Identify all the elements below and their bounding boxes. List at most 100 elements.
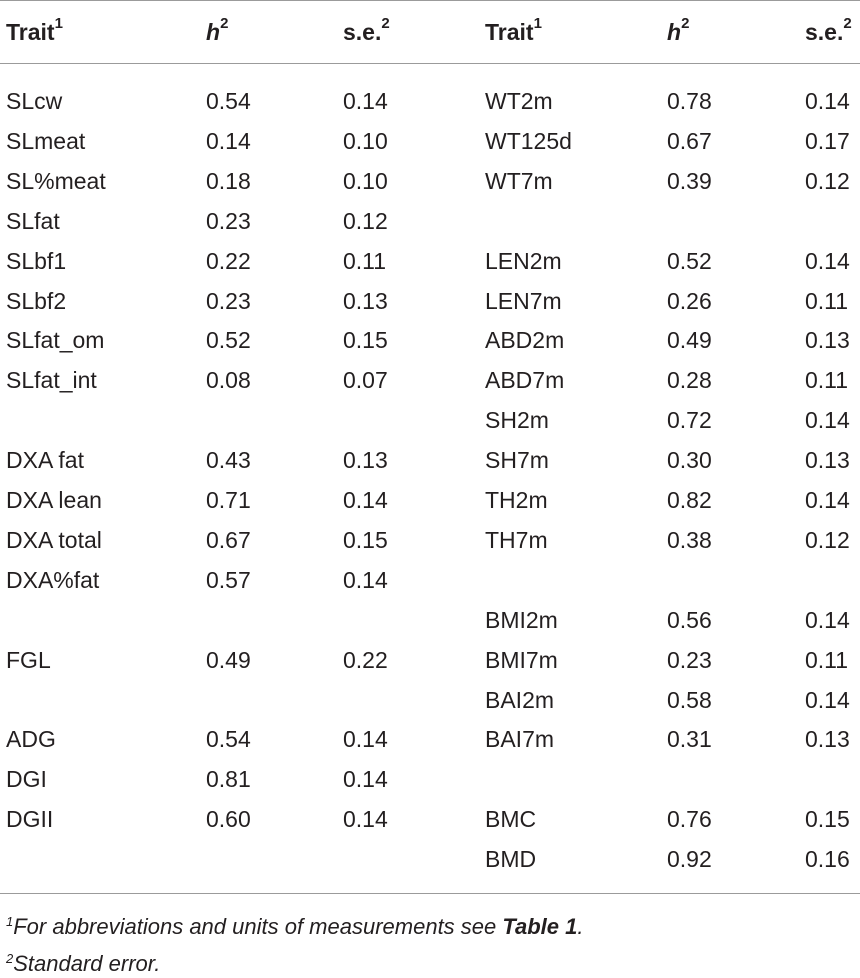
- left-h2-cell: 0.49: [206, 647, 251, 673]
- right-trait-cell: WT7m: [485, 168, 553, 194]
- left-trait-cell: DXA lean: [6, 487, 102, 513]
- right-trait-cell: BAI7m: [485, 726, 555, 752]
- right-se-cell: 0.11: [805, 367, 849, 393]
- left-h2-cell: 0.08: [206, 367, 251, 393]
- left-h2-cell: 0.14: [206, 128, 251, 154]
- header-h2-left: h2: [206, 15, 229, 45]
- right-trait-cell: SH2m: [485, 407, 549, 433]
- right-se-cell: 0.14: [805, 88, 850, 114]
- right-se-cell: 0.13: [805, 447, 850, 473]
- right-trait-cell: LEN7m: [485, 288, 562, 314]
- left-se-cell: 0.10: [343, 128, 388, 154]
- right-se-cell: 0.16: [805, 846, 850, 872]
- right-se-cell: 0.14: [805, 248, 850, 274]
- right-trait-cell: BMI2m: [485, 607, 558, 633]
- right-se-cell: 0.13: [805, 726, 850, 752]
- left-se-cell: 0.15: [343, 527, 388, 553]
- left-h2-cell: 0.23: [206, 288, 251, 314]
- footer-rule: [0, 893, 860, 894]
- header-se-left: s.e.2: [343, 15, 390, 45]
- left-se-cell: 0.22: [343, 647, 388, 673]
- left-se-cell: 0.10: [343, 168, 388, 194]
- right-h2-cell: 0.58: [667, 687, 712, 713]
- right-trait-cell: ABD7m: [485, 367, 565, 393]
- left-trait-cell: DGI: [6, 766, 47, 792]
- left-se-cell: 0.07: [343, 367, 388, 393]
- left-trait-cell: SLbf2: [6, 288, 67, 314]
- right-h2-cell: 0.39: [667, 168, 712, 194]
- right-h2-cell: 0.78: [667, 88, 712, 114]
- left-se-cell: 0.14: [343, 766, 388, 792]
- left-se-cell: 0.12: [343, 208, 388, 234]
- left-trait-cell: SLmeat: [6, 128, 86, 154]
- left-trait-cell: DGII: [6, 806, 54, 832]
- left-trait-cell: SLcw: [6, 88, 63, 114]
- header-se-right: s.e.2: [805, 15, 852, 45]
- footnote-1: 1For abbreviations and units of measurem…: [6, 914, 584, 939]
- left-h2-cell: 0.81: [206, 766, 251, 792]
- header-h2-right: h2: [667, 15, 690, 45]
- left-trait-cell: SL%meat: [6, 168, 106, 194]
- right-h2-cell: 0.72: [667, 407, 712, 433]
- left-h2-cell: 0.43: [206, 447, 251, 473]
- header-rule: [0, 63, 860, 64]
- left-se-cell: 0.14: [343, 806, 388, 832]
- right-trait-cell: SH7m: [485, 447, 549, 473]
- right-h2-cell: 0.52: [667, 248, 712, 274]
- right-trait-cell: ABD2m: [485, 327, 565, 353]
- right-trait-cell: TH7m: [485, 527, 548, 553]
- right-se-cell: 0.11: [805, 288, 849, 314]
- left-trait-cell: DXA fat: [6, 447, 84, 473]
- header-trait-right: Trait1: [485, 15, 542, 45]
- right-h2-cell: 0.67: [667, 128, 712, 154]
- left-se-cell: 0.13: [343, 447, 388, 473]
- right-trait-cell: BAI2m: [485, 687, 555, 713]
- right-trait-cell: BMD: [485, 846, 537, 872]
- left-trait-cell: FGL: [6, 647, 51, 673]
- left-h2-cell: 0.57: [206, 567, 251, 593]
- top-rule: [0, 0, 860, 1]
- right-h2-cell: 0.92: [667, 846, 712, 872]
- right-se-cell: 0.14: [805, 607, 850, 633]
- right-trait-cell: BMC: [485, 806, 537, 832]
- left-h2-cell: 0.54: [206, 726, 251, 752]
- header-trait-left: Trait1: [6, 15, 63, 45]
- right-trait-cell: WT125d: [485, 128, 572, 154]
- left-se-cell: 0.14: [343, 567, 388, 593]
- right-se-cell: 0.12: [805, 168, 850, 194]
- right-h2-cell: 0.23: [667, 647, 712, 673]
- right-h2-cell: 0.26: [667, 288, 712, 314]
- right-h2-cell: 0.76: [667, 806, 712, 832]
- left-se-cell: 0.14: [343, 726, 388, 752]
- left-h2-cell: 0.60: [206, 806, 251, 832]
- left-h2-cell: 0.71: [206, 487, 251, 513]
- right-h2-cell: 0.30: [667, 447, 712, 473]
- left-trait-cell: SLfat_int: [6, 367, 97, 393]
- right-trait-cell: TH2m: [485, 487, 548, 513]
- right-se-cell: 0.17: [805, 128, 850, 154]
- right-se-cell: 0.14: [805, 487, 850, 513]
- right-trait-cell: WT2m: [485, 88, 553, 114]
- left-se-cell: 0.14: [343, 487, 388, 513]
- right-se-cell: 0.13: [805, 327, 850, 353]
- right-h2-cell: 0.28: [667, 367, 712, 393]
- right-se-cell: 0.12: [805, 527, 850, 553]
- left-h2-cell: 0.52: [206, 327, 251, 353]
- left-trait-cell: SLfat: [6, 208, 60, 234]
- right-se-cell: 0.14: [805, 407, 850, 433]
- left-se-cell: 0.15: [343, 327, 388, 353]
- left-se-cell: 0.13: [343, 288, 388, 314]
- right-h2-cell: 0.56: [667, 607, 712, 633]
- left-trait-cell: SLbf1: [6, 248, 67, 274]
- left-h2-cell: 0.67: [206, 527, 251, 553]
- right-se-cell: 0.14: [805, 687, 850, 713]
- right-h2-cell: 0.49: [667, 327, 712, 353]
- left-h2-cell: 0.18: [206, 168, 251, 194]
- right-h2-cell: 0.38: [667, 527, 712, 553]
- footnote-2: 2Standard error.: [6, 951, 161, 976]
- right-trait-cell: LEN2m: [485, 248, 562, 274]
- left-h2-cell: 0.54: [206, 88, 251, 114]
- right-h2-cell: 0.31: [667, 726, 712, 752]
- right-se-cell: 0.15: [805, 806, 850, 832]
- left-se-cell: 0.14: [343, 88, 388, 114]
